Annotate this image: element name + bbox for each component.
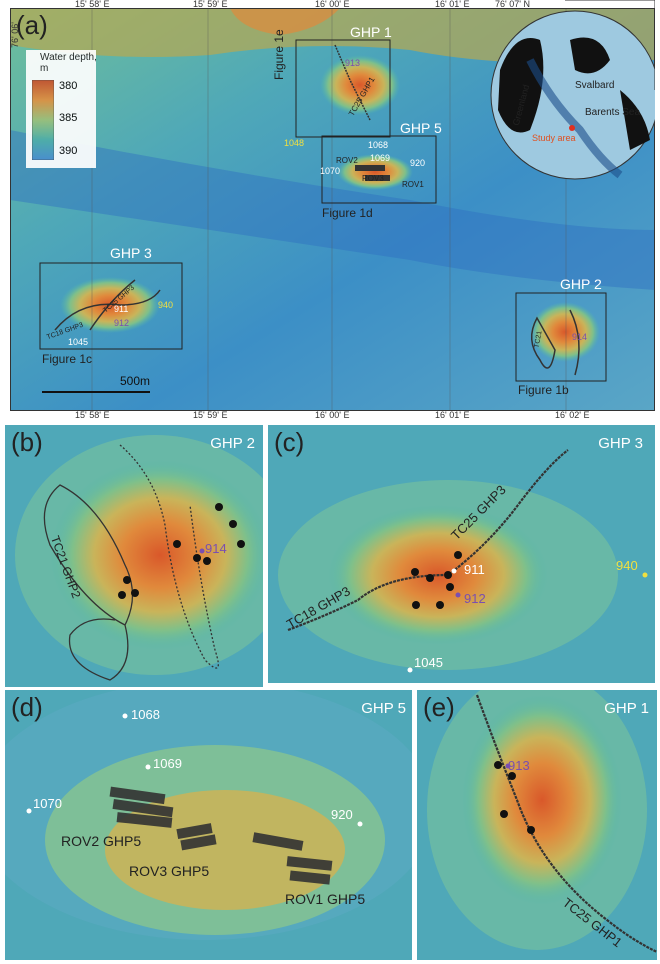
legend-tick: 385: [59, 112, 78, 124]
panel-d-title: GHP 5: [361, 700, 406, 717]
overview-bathymetry: [10, 0, 655, 411]
panel-e-title: GHP 1: [604, 700, 649, 717]
station-1068: 1068: [368, 140, 389, 150]
box-ghp2: [515, 292, 607, 382]
panel-d-label: (d): [11, 692, 43, 722]
panel-c-station-1045: 1045: [414, 655, 443, 670]
figure-label-1d: Figure 1d: [322, 206, 373, 220]
panel-c-station-912: 912: [464, 591, 486, 606]
inset-barents: Barents Sea: [585, 107, 641, 118]
rov2-label: ROV2: [336, 156, 358, 165]
panel-d-rov1: ROV1 GHP5: [285, 891, 366, 907]
station-1045: 1045: [68, 337, 89, 347]
station-1048: 1048: [284, 138, 305, 148]
panel-b-station: 914: [205, 541, 227, 556]
panel-d-rov3: ROV3 GHP5: [129, 863, 210, 879]
panel-c-title: GHP 3: [598, 435, 643, 452]
rov1-label: ROV1: [402, 180, 424, 189]
panel-d-ghp5: (d) GHP 5 1068 1069 1070 920 ROV2 GHP5 R…: [5, 690, 412, 960]
inset-study-area: Study area: [532, 133, 576, 143]
figure-label-1e: Figure 1e: [272, 29, 286, 80]
station-920: 920: [410, 158, 426, 168]
inset-svalbard: Svalbard: [575, 80, 615, 91]
bottom-tick: 16' 00' E: [315, 410, 350, 420]
bottom-tick: 15' 59' E: [193, 410, 228, 420]
panel-d-station-1069: 1069: [153, 756, 182, 771]
station-911: 911: [114, 304, 129, 314]
station-940: 940: [158, 300, 174, 310]
box-ghp1: [295, 39, 391, 138]
box-ghp5: [321, 135, 437, 204]
top-tick: 15' 59' E: [193, 0, 228, 9]
depth-legend: Water depth, m 380 385 390: [26, 50, 97, 168]
box-label-ghp3: GHP 3: [110, 245, 152, 261]
panel-b-title: GHP 2: [210, 435, 255, 452]
box-ghp3: [39, 262, 183, 350]
bottom-tick: 16' 01' E: [435, 410, 470, 420]
bottom-tick: 16' 02' E: [555, 410, 590, 420]
top-tick: 16' 01' E: [435, 0, 470, 9]
panel-a-label: (a): [16, 10, 48, 40]
panel-d-station-920: 920: [331, 807, 353, 822]
panel-e-ghp1: (e) GHP 1 913 TC25 GHP1: [417, 690, 657, 960]
scalebar-label: 500m: [120, 374, 151, 388]
top-tick: 15' 58' E: [75, 0, 110, 9]
station-1069: 1069: [370, 153, 391, 163]
panel-e-label: (e): [423, 692, 455, 722]
panel-c-label: (c): [274, 427, 305, 457]
station-1070: 1070: [320, 166, 341, 176]
legend-title: Water depth, m: [40, 52, 97, 74]
panel-b-ghp2: (b) GHP 2 TC21 GHP2 914: [5, 425, 263, 687]
panel-d-station-1068: 1068: [131, 707, 160, 722]
panel-c-station-911: 911: [464, 562, 485, 577]
figure-label-1c: Figure 1c: [42, 352, 93, 366]
top-tick: 76' 07' N: [495, 0, 530, 9]
station-912: 912: [114, 318, 130, 328]
panel-d-station-1070: 1070: [33, 796, 62, 811]
figure-label-1b: Figure 1b: [518, 383, 569, 397]
station-913: 913: [345, 58, 361, 68]
panel-a-overview-map: (a) 15' 58' E 15' 59' E 16' 00' E 16' 01…: [10, 0, 655, 420]
panel-c-ghp3: (c) GHP 3 TC25 GHP3 TC18 GHP3 911 912 94…: [268, 425, 655, 683]
legend-tick: 390: [59, 145, 78, 157]
box-label-ghp2: GHP 2: [560, 276, 602, 292]
box-label-ghp1: GHP 1: [350, 24, 392, 40]
panel-b-label: (b): [11, 427, 43, 457]
bottom-tick: 15' 58' E: [75, 410, 110, 420]
panel-e-station-913: 913: [508, 758, 530, 773]
panel-d-rov2: ROV2 GHP5: [61, 833, 142, 849]
top-tick: 16' 00' E: [315, 0, 350, 9]
legend-tick: 380: [59, 80, 78, 92]
rov3-label: ROV3: [362, 174, 384, 183]
box-label-ghp5: GHP 5: [400, 120, 442, 136]
panel-c-station-940: 940: [616, 558, 638, 573]
station-914: 914: [572, 332, 588, 342]
